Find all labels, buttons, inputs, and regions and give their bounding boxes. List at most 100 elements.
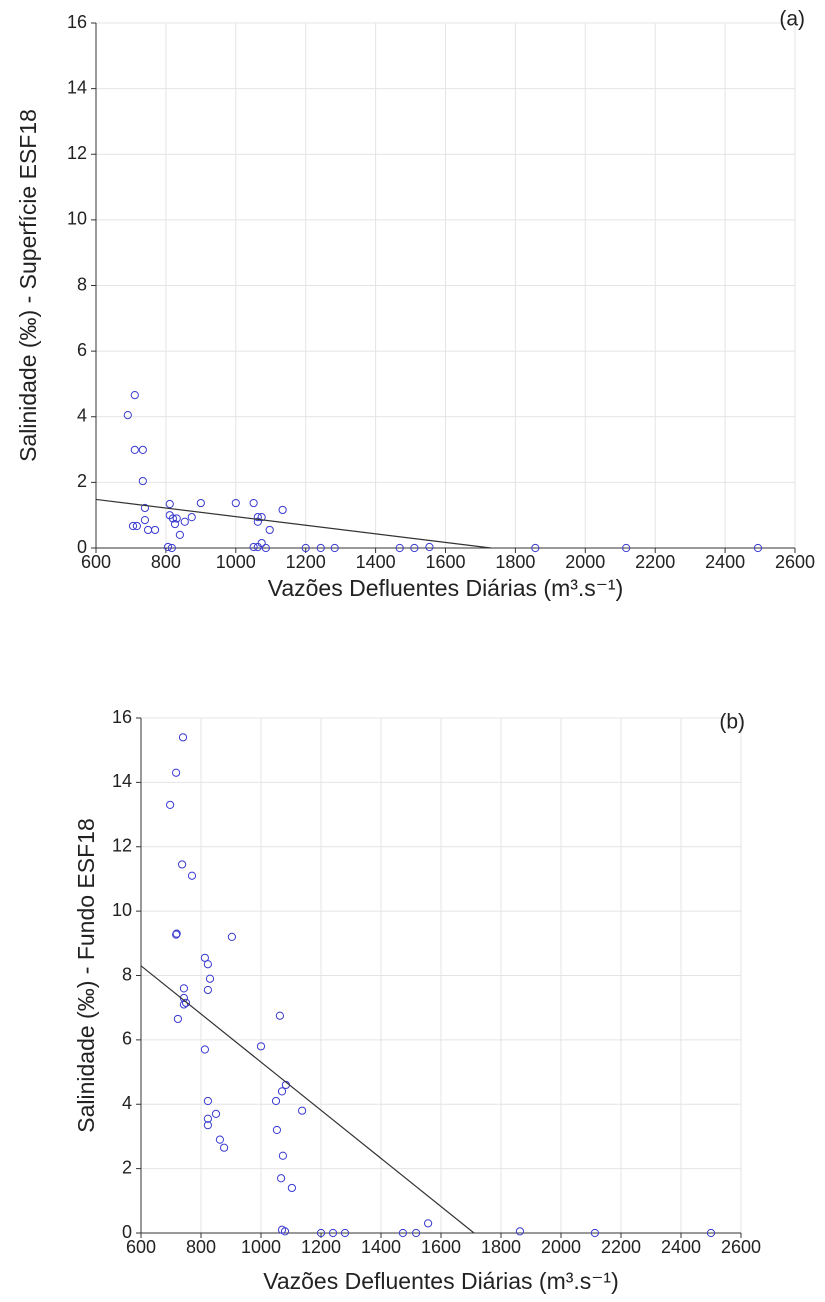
data-point xyxy=(181,998,191,1007)
data-point xyxy=(227,932,236,941)
data-point xyxy=(215,1135,224,1144)
data-point xyxy=(143,525,153,535)
data-point xyxy=(265,525,274,535)
y-axis-label: Salinidade (‰) - Superfície ESF18 xyxy=(15,109,41,462)
data-point xyxy=(172,514,181,523)
data-point xyxy=(398,1228,407,1238)
data-point xyxy=(200,1045,209,1054)
y-tick-label: 12 xyxy=(67,143,87,163)
data-point xyxy=(166,800,175,810)
x-tick-label: 2400 xyxy=(705,552,745,572)
x-tick-label: 1800 xyxy=(481,1237,521,1257)
data-point xyxy=(231,498,240,508)
data-point xyxy=(257,538,266,548)
x-tick-label: 2200 xyxy=(601,1237,641,1257)
data-point xyxy=(328,1228,338,1238)
y-tick-label: 0 xyxy=(77,537,87,557)
y-tick-label: 10 xyxy=(112,900,132,920)
data-point xyxy=(622,543,631,553)
y-tick-label: 6 xyxy=(122,1029,132,1049)
x-tick-label: 1400 xyxy=(361,1237,401,1257)
x-tick-label: 1000 xyxy=(216,552,256,572)
x-tick-label: 1400 xyxy=(356,552,396,572)
data-point xyxy=(277,1087,287,1096)
x-tick-label: 600 xyxy=(126,1237,156,1257)
data-point xyxy=(395,543,404,553)
y-tick-label: 12 xyxy=(112,836,132,856)
data-point xyxy=(140,503,150,513)
data-point xyxy=(277,1174,286,1183)
data-point xyxy=(175,530,184,539)
x-tick-label: 1800 xyxy=(495,552,535,572)
x-tick-label: 1200 xyxy=(286,552,326,572)
data-point xyxy=(249,498,258,508)
x-tick-label: 1200 xyxy=(301,1237,341,1257)
data-point xyxy=(211,1109,221,1119)
data-point xyxy=(150,525,160,535)
data-point xyxy=(220,1143,229,1152)
data-point xyxy=(168,514,177,523)
y-axis-label: Salinidade (‰) - Fundo ESF18 xyxy=(73,818,99,1133)
data-point xyxy=(203,985,212,995)
data-point xyxy=(278,505,287,515)
data-point xyxy=(531,543,540,553)
data-point xyxy=(256,1042,266,1051)
x-tick-label: 2000 xyxy=(541,1237,581,1257)
y-tick-label: 6 xyxy=(77,340,87,360)
x-tick-label: 600 xyxy=(81,552,111,572)
data-point xyxy=(167,543,176,553)
y-tick-label: 16 xyxy=(67,12,87,32)
data-point xyxy=(172,768,181,777)
data-point xyxy=(172,929,181,938)
data-point xyxy=(203,1114,212,1123)
data-point xyxy=(140,516,150,525)
x-axis-label: Vazões Defluentes Diárias (m³.s⁻¹) xyxy=(263,1268,619,1294)
data-point xyxy=(196,498,205,508)
x-tick-label: 1600 xyxy=(421,1237,461,1257)
trend-line xyxy=(140,965,475,1234)
data-point xyxy=(706,1228,716,1238)
trend-line xyxy=(95,498,492,549)
data-point xyxy=(128,521,138,531)
data-point xyxy=(515,1227,525,1236)
data-point xyxy=(165,499,174,509)
y-tick-label: 0 xyxy=(122,1222,132,1242)
data-point xyxy=(170,519,180,529)
data-point xyxy=(178,860,187,869)
data-point xyxy=(340,1228,350,1238)
y-tick-label: 4 xyxy=(77,406,87,426)
y-tick-label: 10 xyxy=(67,209,87,229)
data-point xyxy=(200,953,209,962)
data-point xyxy=(173,1014,182,1024)
data-point xyxy=(179,984,188,993)
x-tick-label: 2600 xyxy=(721,1237,761,1257)
x-tick-label: 800 xyxy=(151,552,181,572)
data-point xyxy=(138,476,147,486)
data-point xyxy=(253,517,262,526)
x-axis-label: Vazões Defluentes Diárias (m³.s⁻¹) xyxy=(268,575,624,601)
y-tick-label: 8 xyxy=(122,964,132,984)
y-tick-label: 16 xyxy=(112,707,132,727)
data-point xyxy=(203,1121,212,1130)
y-tick-label: 8 xyxy=(77,274,87,294)
y-tick-label: 14 xyxy=(67,77,87,97)
data-point xyxy=(261,543,270,553)
y-tick-label: 2 xyxy=(122,1157,132,1177)
data-point xyxy=(249,542,258,552)
data-point xyxy=(132,521,141,531)
data-point xyxy=(205,974,215,983)
data-point xyxy=(298,1106,307,1115)
data-point xyxy=(753,543,763,553)
data-point xyxy=(316,1228,326,1238)
data-point xyxy=(412,1228,421,1238)
data-point xyxy=(180,517,189,526)
x-tick-label: 1000 xyxy=(241,1237,281,1257)
data-point xyxy=(253,513,262,522)
data-point xyxy=(410,543,419,553)
data-point xyxy=(187,871,197,880)
y-tick-label: 14 xyxy=(112,771,132,791)
data-point xyxy=(330,543,339,553)
data-point xyxy=(425,542,434,552)
